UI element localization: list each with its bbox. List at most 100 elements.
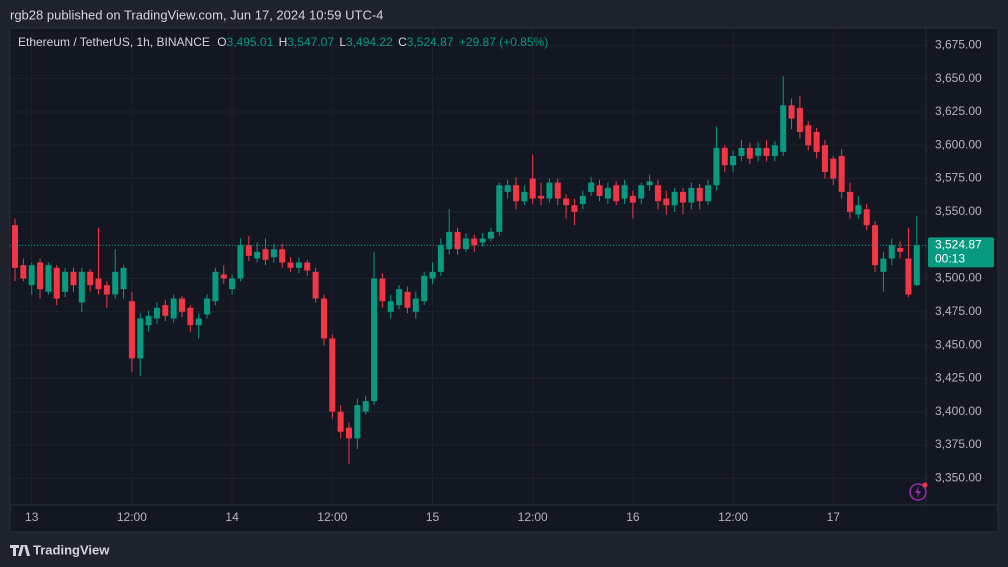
high: 3,547.07 bbox=[287, 35, 334, 49]
brand: TradingView bbox=[33, 542, 110, 557]
candle-body bbox=[730, 155, 737, 166]
candle-body bbox=[763, 147, 770, 156]
candle-body bbox=[28, 265, 35, 286]
candle-body bbox=[521, 191, 528, 202]
candle-body bbox=[788, 105, 795, 119]
close: 3,524.87 bbox=[407, 35, 454, 49]
y-tick-label: 3,350.00 bbox=[935, 471, 982, 485]
candle-body bbox=[429, 271, 436, 279]
candle-body bbox=[796, 107, 803, 132]
y-tick-label: 3,400.00 bbox=[935, 404, 982, 418]
candle-body bbox=[897, 247, 904, 252]
x-tick-label: 15 bbox=[426, 510, 440, 524]
candle-body bbox=[112, 271, 119, 295]
y-tick-label: 3,650.00 bbox=[935, 71, 982, 85]
candle-body bbox=[638, 185, 645, 199]
candle-body bbox=[37, 262, 44, 290]
candle-body bbox=[287, 262, 294, 268]
y-tick-label: 3,425.00 bbox=[935, 371, 982, 385]
candle-body bbox=[78, 271, 85, 303]
candle-body bbox=[412, 298, 419, 312]
candle-body bbox=[847, 191, 853, 212]
y-tick-label: 3,475.00 bbox=[935, 304, 982, 318]
candle-body bbox=[220, 274, 227, 279]
candle-body bbox=[45, 265, 52, 292]
candle-body bbox=[604, 187, 611, 199]
l-label: L bbox=[339, 35, 346, 49]
candle-body bbox=[913, 245, 920, 286]
last-price-label: 3,524.87 bbox=[935, 238, 982, 252]
alert-bolt bbox=[915, 486, 921, 498]
candle-body bbox=[746, 147, 753, 159]
candle-body bbox=[254, 251, 261, 259]
alert-dot bbox=[922, 482, 928, 488]
x-tick-label: 13 bbox=[25, 510, 39, 524]
candle-body bbox=[396, 289, 403, 306]
candle-body bbox=[880, 258, 887, 272]
candle-body bbox=[270, 249, 277, 258]
y-tick-label: 3,550.00 bbox=[935, 204, 982, 218]
publish-note: rgb28 published on TradingView.com, Jun … bbox=[10, 7, 383, 22]
candle-body bbox=[487, 231, 494, 239]
candle-body bbox=[771, 145, 778, 156]
candle-body bbox=[387, 301, 394, 312]
candle-body bbox=[179, 298, 185, 312]
candle-body bbox=[504, 185, 511, 192]
candle-body bbox=[245, 245, 252, 256]
x-tick-label: 12:00 bbox=[317, 510, 347, 524]
candle-body bbox=[872, 225, 879, 266]
candle-body bbox=[671, 191, 678, 206]
candle-body bbox=[137, 318, 144, 359]
candle-body bbox=[279, 249, 286, 263]
candle-body bbox=[337, 411, 344, 432]
candle-body bbox=[646, 181, 653, 186]
candle-body bbox=[863, 209, 870, 226]
x-tick-label: 12:00 bbox=[718, 510, 748, 524]
x-tick-label: 12:00 bbox=[518, 510, 548, 524]
candle-body bbox=[838, 155, 845, 192]
candle-body bbox=[713, 147, 720, 186]
y-tick-label: 3,625.00 bbox=[935, 104, 982, 118]
alert-icon[interactable] bbox=[909, 482, 928, 501]
candle-body bbox=[187, 307, 194, 326]
candle-body bbox=[813, 131, 820, 152]
candle-body bbox=[379, 278, 386, 302]
candle-body bbox=[103, 285, 110, 295]
candle-body bbox=[62, 271, 69, 292]
candle-body bbox=[738, 147, 745, 156]
candle-body bbox=[145, 315, 152, 326]
countdown: 00:13 bbox=[935, 252, 965, 266]
candle-body bbox=[12, 225, 18, 268]
candle-body bbox=[195, 318, 202, 326]
candle-body bbox=[237, 245, 244, 279]
legend: Ethereum / TetherUS, 1h, BINANCE O3,495.… bbox=[18, 35, 548, 49]
candle-body bbox=[53, 267, 60, 299]
candle-body bbox=[663, 198, 670, 206]
candle-body bbox=[688, 187, 695, 203]
symbol: Ethereum / TetherUS, 1h, BINANCE bbox=[18, 35, 210, 49]
candle-body bbox=[546, 182, 553, 199]
candle-body bbox=[87, 271, 94, 286]
candle-body bbox=[153, 307, 160, 319]
candle-body bbox=[437, 245, 444, 272]
candle-body bbox=[680, 191, 686, 203]
x-tick-label: 17 bbox=[827, 510, 841, 524]
x-tick-label: 14 bbox=[225, 510, 239, 524]
candle-body bbox=[312, 271, 319, 299]
candle-body bbox=[421, 275, 428, 302]
candle-body bbox=[479, 238, 486, 243]
candle-body bbox=[780, 105, 787, 152]
candle-body bbox=[320, 298, 327, 339]
candle-body bbox=[888, 245, 895, 259]
brand-logo bbox=[10, 545, 30, 556]
y-tick-label: 3,675.00 bbox=[935, 37, 982, 51]
candle-body bbox=[596, 185, 603, 196]
candle-body bbox=[538, 195, 545, 199]
candle-body bbox=[162, 305, 169, 316]
candle-body bbox=[462, 238, 469, 250]
candle-body bbox=[346, 427, 352, 439]
change: +29.87 (+0.85%) bbox=[459, 35, 548, 49]
y-tick-label: 3,450.00 bbox=[935, 337, 982, 351]
candle-body bbox=[354, 405, 361, 439]
low: 3,494.22 bbox=[346, 35, 393, 49]
